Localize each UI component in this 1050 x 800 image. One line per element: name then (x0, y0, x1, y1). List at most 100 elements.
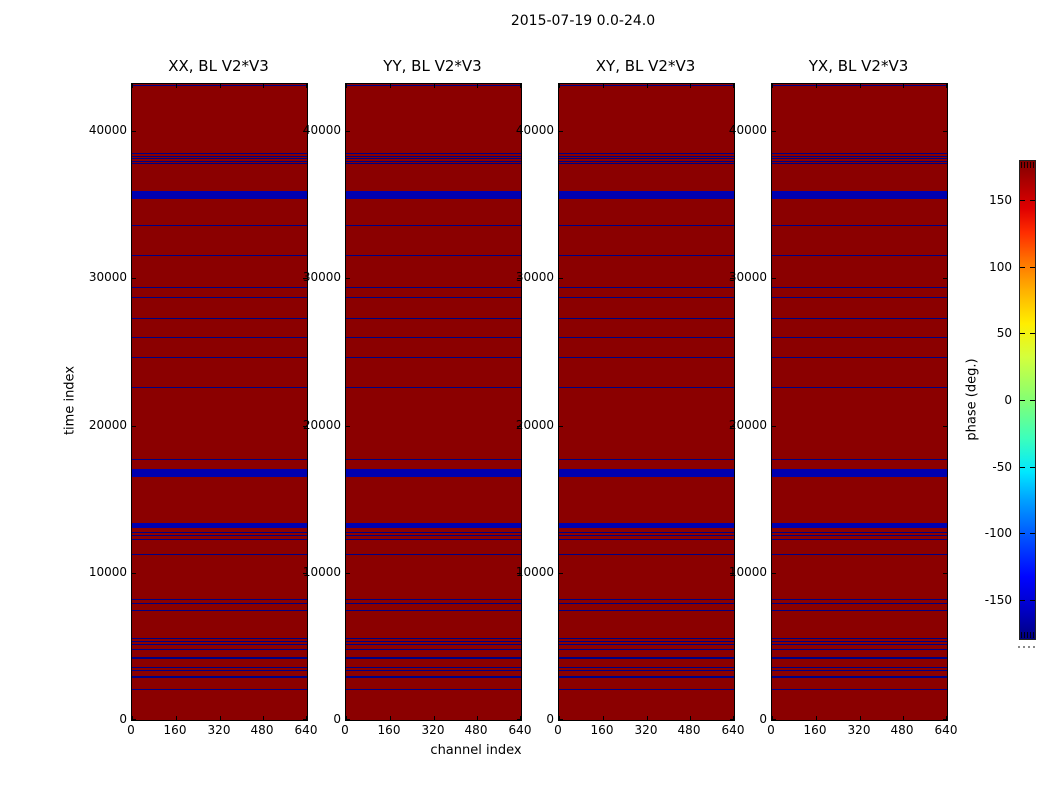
heatmap-stripe (772, 644, 947, 645)
heatmap-stripe (559, 85, 734, 86)
heatmap-stripe (132, 85, 307, 86)
x-tick-mark (176, 716, 177, 720)
x-tick-mark (132, 84, 133, 88)
x-tick-label: 0 (341, 723, 349, 737)
heatmap-stripe (346, 153, 521, 154)
x-tick-mark (816, 716, 817, 720)
heatmap-stripe (132, 535, 307, 536)
heatmap-stripe (559, 610, 734, 611)
heatmap-stripe (772, 599, 947, 600)
x-tick-mark (390, 84, 391, 88)
y-tick-mark (943, 719, 947, 720)
x-tick-label: 320 (847, 723, 871, 737)
heatmap-stripe (772, 158, 947, 159)
heatmap-stripe (772, 318, 947, 319)
heatmap-stripe (772, 153, 947, 154)
y-tick-mark (517, 426, 521, 427)
x-tick-label: 320 (207, 723, 231, 737)
heatmap-stripe (772, 287, 947, 288)
heatmap-stripe (559, 535, 734, 536)
heatmap-stripe (772, 638, 947, 639)
heatmap-stripe (772, 156, 947, 157)
heatmap-stripe (132, 387, 307, 388)
heatmap-stripe (559, 163, 734, 164)
y-tick-label: 10000 (302, 565, 341, 579)
y-tick-label: 0 (546, 712, 554, 726)
y-tick-mark (730, 278, 734, 279)
heatmap-stripe (346, 469, 521, 477)
colorbar-underline-dots (1018, 646, 1037, 648)
y-tick-mark (517, 573, 521, 574)
y-tick-mark (730, 131, 734, 132)
heatmap-stripe (132, 638, 307, 639)
heatmap-stripe (346, 255, 521, 256)
y-tick-mark (303, 426, 307, 427)
heatmap-stripe (559, 191, 734, 199)
y-tick-label: 20000 (728, 418, 767, 432)
x-tick-mark (816, 84, 817, 88)
heatmap-stripe (559, 337, 734, 338)
y-tick-mark (943, 131, 947, 132)
x-tick-label: 160 (590, 723, 614, 737)
heatmap-stripe (346, 644, 521, 645)
heatmap-stripe (559, 287, 734, 288)
heatmap-stripe (132, 689, 307, 690)
heatmap-stripe (132, 191, 307, 199)
heatmap-stripe (132, 554, 307, 555)
x-tick-mark (690, 716, 691, 720)
x-tick-mark (520, 84, 521, 88)
heatmap-stripe (559, 539, 734, 540)
y-tick-mark (303, 719, 307, 720)
heatmap-stripe (559, 469, 734, 477)
y-tick-mark (517, 278, 521, 279)
heatmap-stripe (559, 532, 734, 533)
heatmap-stripe (346, 676, 521, 678)
heatmap-stripe (132, 676, 307, 678)
heatmap-stripe (772, 357, 947, 358)
heatmap-stripe (772, 469, 947, 477)
x-tick-label: 640 (934, 723, 958, 737)
colorbar-tick-mark (1020, 467, 1025, 468)
heatmap-stripe (772, 85, 947, 86)
heatmap-stripe (132, 459, 307, 460)
y-tick-mark (132, 426, 136, 427)
heatmap-stripe (772, 649, 947, 650)
y-tick-mark (132, 719, 136, 720)
x-tick-mark (647, 84, 648, 88)
heatmap-stripe (346, 85, 521, 86)
heatmap-stripe (559, 153, 734, 154)
heatmap-stripe (132, 287, 307, 288)
colorbar-tick-label: -50 (992, 460, 1012, 474)
colorbar-tick-mark (1030, 267, 1035, 268)
heatmap-stripe (132, 225, 307, 226)
heatmap-stripe (346, 523, 521, 528)
heatmap-panel (345, 83, 522, 721)
panel-title: XX, BL V2*V3 (168, 57, 269, 75)
heatmap-stripe (559, 318, 734, 319)
heatmap-stripe (346, 670, 521, 671)
x-tick-mark (346, 716, 347, 720)
colorbar-tick-mark (1030, 333, 1035, 334)
colorbar-gradient (1019, 160, 1036, 640)
heatmap-stripe (132, 297, 307, 298)
heatmap-stripe (132, 161, 307, 162)
heatmap-stripe (772, 532, 947, 533)
y-tick-mark (730, 573, 734, 574)
x-tick-mark (559, 84, 560, 88)
y-tick-mark (517, 131, 521, 132)
heatmap-stripe (346, 610, 521, 611)
colorbar-tick-label: 0 (1004, 393, 1012, 407)
heatmap-stripe (559, 670, 734, 671)
heatmap-stripe (346, 287, 521, 288)
x-tick-mark (559, 716, 560, 720)
heatmap-stripe (132, 469, 307, 477)
x-tick-label: 160 (377, 723, 401, 737)
heatmap-stripe (772, 191, 947, 199)
heatmap-stripe (132, 644, 307, 645)
heatmap-stripe (132, 156, 307, 157)
colorbar-tick-mark (1030, 533, 1035, 534)
heatmap-stripe (346, 638, 521, 639)
heatmap-stripe (559, 638, 734, 639)
heatmap-stripe (346, 337, 521, 338)
